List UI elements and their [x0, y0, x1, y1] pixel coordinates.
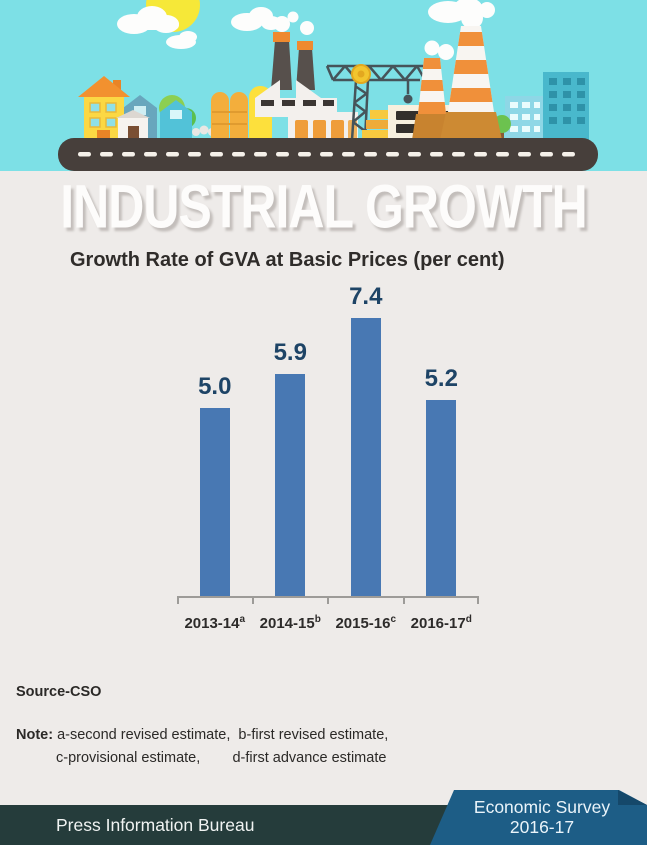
bar-value-label: 5.2	[424, 365, 458, 392]
badge-line-1: Economic Survey	[473, 797, 611, 817]
x-axis-label: 2013-14a	[184, 614, 246, 632]
bar	[350, 318, 381, 596]
axis-tick	[251, 596, 254, 604]
x-axis-labels: 2013-14a 2014-15b 2015-16c 2016-17d	[177, 614, 479, 632]
x-axis-label: 2014-15b	[259, 614, 321, 632]
chart-plot-area: 5.0 5.9 7.4 5.2	[177, 274, 479, 596]
axis-tick	[402, 596, 405, 604]
city-building-icon	[505, 72, 589, 140]
bar-value-label: 5.0	[198, 373, 232, 400]
industry-illustration	[0, 0, 647, 171]
economic-survey-badge: Economic Survey 2016-17	[423, 788, 647, 845]
x-axis-label: 2016-17d	[410, 614, 472, 632]
crane-icon	[325, 64, 427, 141]
bar-column: 7.4	[328, 283, 404, 596]
chimney-icon	[271, 11, 315, 90]
bar	[275, 374, 306, 596]
bar-column: 5.0	[177, 373, 253, 596]
badge-text: Economic Survey 2016-17	[423, 788, 647, 837]
page-title: INDUSTRIAL GROWTH	[60, 172, 587, 241]
gold-blocks-icon	[362, 110, 392, 140]
axis-tick	[177, 596, 179, 604]
x-axis	[177, 596, 479, 604]
note-label: Note:	[16, 727, 54, 743]
bar-column: 5.2	[404, 365, 480, 596]
footer-org-label: Press Information Bureau	[56, 815, 255, 835]
badge-background	[430, 790, 647, 845]
x-axis-label: 2015-16c	[335, 614, 397, 632]
conveyor-road-icon	[58, 138, 598, 171]
badge-line-2: 2016-17	[509, 817, 575, 837]
source-text: Source-CSO	[16, 684, 102, 700]
bar-value-label: 5.9	[273, 339, 307, 366]
axis-tick	[477, 596, 479, 604]
note-block: Note: a-second revised estimate, b-first…	[16, 724, 647, 770]
bar-chart: 5.0 5.9 7.4 5.2 2013-14a	[177, 274, 479, 632]
house-icon	[78, 76, 130, 140]
axis-tick	[327, 596, 329, 604]
bar	[426, 400, 457, 596]
note-line-2: c-provisional estimate, d-first advance …	[56, 750, 387, 766]
shed-icon	[116, 110, 150, 140]
chart-title: Growth Rate of GVA at Basic Prices (per …	[70, 249, 505, 271]
bar-value-label: 7.4	[349, 283, 383, 310]
bar-column: 5.9	[253, 339, 329, 596]
factory-icon	[255, 11, 358, 140]
bar	[199, 408, 230, 596]
note-line-1: Note: a-second revised estimate, b-first…	[16, 727, 389, 743]
